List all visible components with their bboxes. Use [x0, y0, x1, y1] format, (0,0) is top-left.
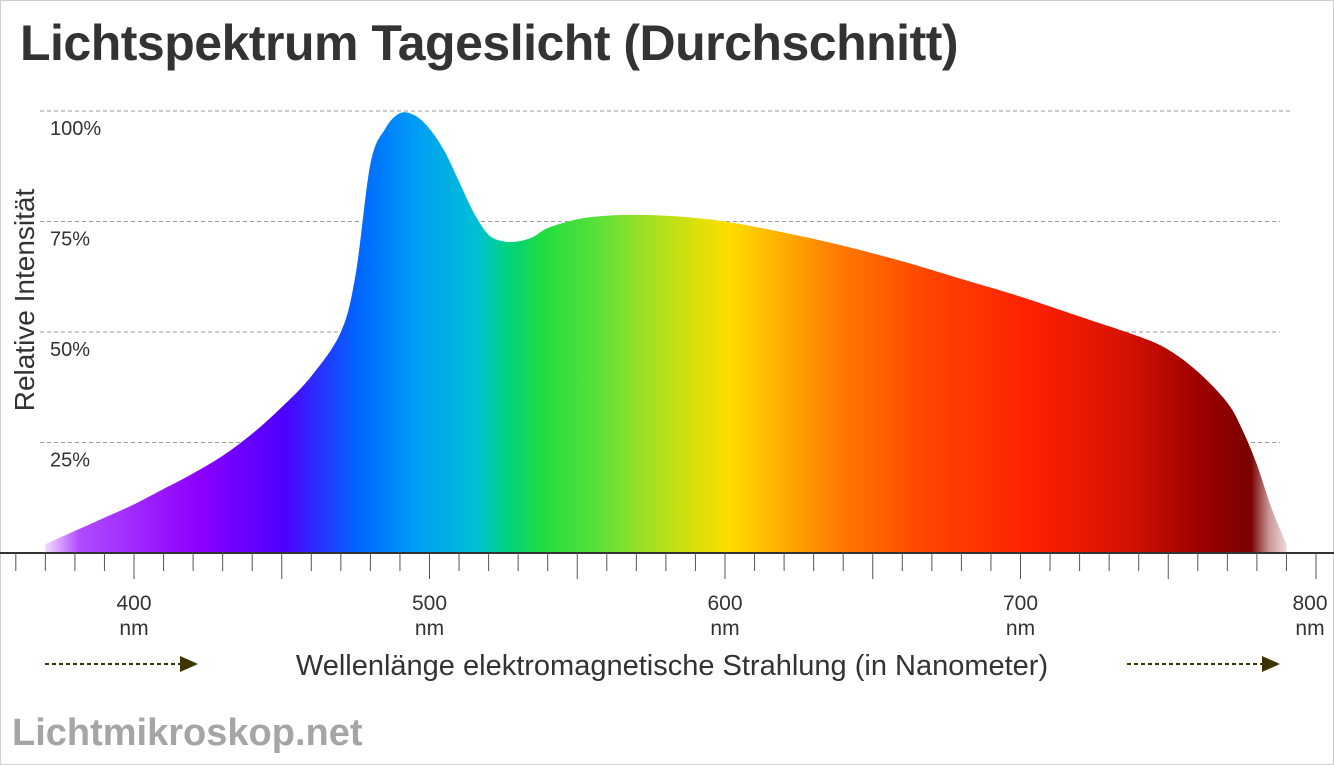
left-arrow [45, 656, 198, 672]
x-ticks [15, 553, 1317, 579]
x-tick-label: 400 [116, 592, 151, 615]
y-tick-label: 100% [50, 118, 101, 140]
x-tick-unit: nm [710, 617, 739, 640]
x-axis-label: Wellenlänge elektromagnetische Strahlung… [296, 650, 1048, 682]
y-tick-label: 25% [50, 450, 90, 472]
x-tick-unit: nm [415, 617, 444, 640]
watermark: Lichtmikroskop.net [12, 712, 363, 754]
x-tick-unit: nm [1006, 617, 1035, 640]
x-tick-unit: nm [1295, 617, 1324, 640]
y-tick-label: 75% [50, 229, 90, 251]
x-tick-label: 500 [412, 592, 447, 615]
right-arrow [1127, 656, 1280, 672]
x-tick-unit: nm [119, 617, 148, 640]
y-tick-label: 50% [50, 339, 90, 361]
y-axis-label: Relative Intensität [9, 189, 40, 412]
x-tick-label: 600 [707, 592, 742, 615]
y-tick-labels: 25% 50% 75% 100% [50, 118, 101, 472]
x-tick-label: 800 [1292, 592, 1327, 615]
spectrum-area [45, 112, 1287, 554]
chart-title: Lichtspektrum Tageslicht (Durchschnitt) [20, 15, 959, 71]
x-tick-label: 700 [1003, 592, 1038, 615]
